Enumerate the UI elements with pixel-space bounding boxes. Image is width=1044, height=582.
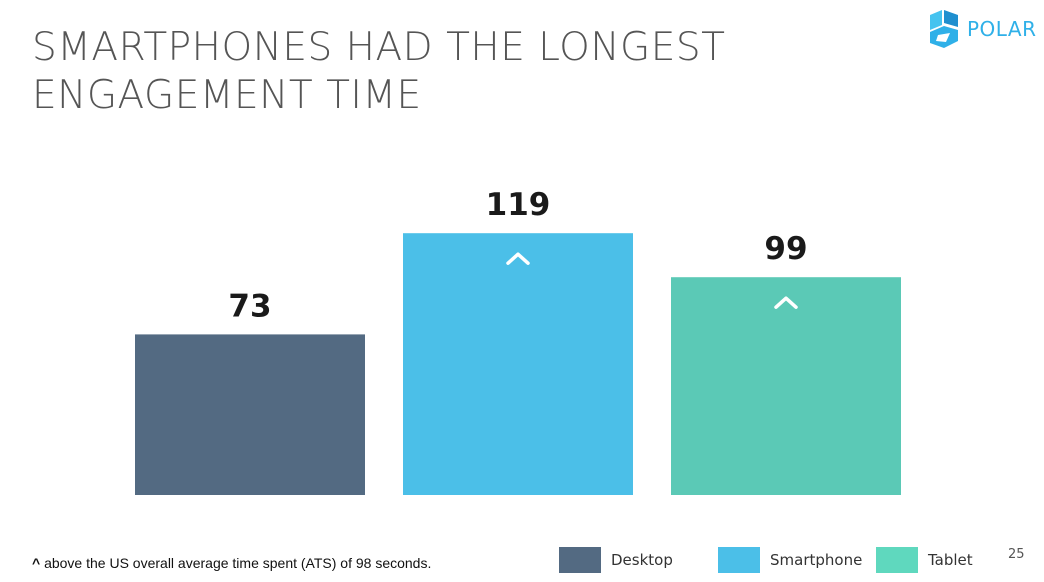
bar-smartphone: [403, 233, 633, 495]
legend-item-desktop: Desktop: [559, 546, 673, 574]
bar-desktop: [135, 334, 365, 495]
legend-swatch-tablet: [876, 547, 918, 573]
polar-logo-icon: [930, 10, 958, 48]
brand-logo: POLAR: [928, 8, 1040, 50]
bar-value-label-tablet: 99: [764, 231, 807, 267]
legend-label-tablet: Tablet: [928, 551, 973, 569]
above-average-marker-smartphone: [506, 252, 530, 265]
slide-title-line-1: SMARTPHONES HAD THE LONGEST: [32, 25, 726, 70]
slide-title-line-2: ENGAGEMENT TIME: [32, 73, 422, 118]
footnote-marker: ^: [32, 555, 41, 571]
legend-swatch-desktop: [559, 547, 601, 573]
bar-tablet: [671, 277, 901, 495]
footnote-text: above the US overall average time spent …: [40, 555, 432, 571]
page-number: 25: [1008, 547, 1025, 562]
bar-chart: 73 119 99: [135, 187, 901, 495]
legend-label-smartphone: Smartphone: [770, 551, 863, 569]
legend-swatch-smartphone: [718, 547, 760, 573]
bar-value-label-desktop: 73: [228, 288, 271, 324]
legend-item-smartphone: Smartphone: [718, 546, 862, 574]
bar-value-label-smartphone: 119: [486, 187, 551, 223]
legend-label-desktop: Desktop: [611, 551, 673, 569]
above-average-marker-tablet: [774, 296, 798, 309]
footnote: ^ above the US overall average time spen…: [32, 555, 431, 571]
brand-name: POLAR: [967, 17, 1037, 41]
slide-title: SMARTPHONES HAD THE LONGEST ENGAGEMENT T…: [32, 24, 852, 120]
legend-item-tablet: Tablet: [876, 546, 973, 574]
